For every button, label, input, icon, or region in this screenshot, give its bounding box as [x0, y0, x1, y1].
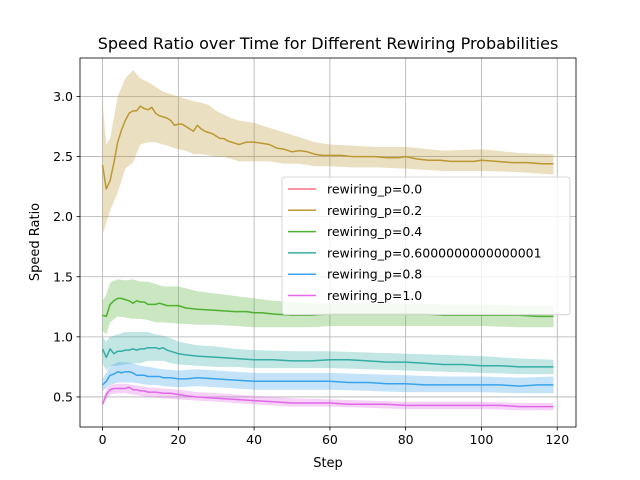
x-tick-label: 120 — [545, 432, 569, 447]
legend-label: rewiring_p=0.8 — [327, 267, 422, 282]
legend-label: rewiring_p=0.0 — [327, 182, 422, 197]
legend-label: rewiring_p=0.4 — [327, 224, 422, 239]
y-tick-label: 2.5 — [53, 149, 73, 164]
y-tick-label: 3.0 — [53, 89, 73, 104]
legend-label: rewiring_p=0.6000000000000001 — [327, 245, 542, 260]
confidence-band — [102, 383, 554, 411]
y-tick-label: 1.5 — [53, 269, 73, 284]
axes-frame — [79, 57, 577, 428]
x-tick-label: 100 — [470, 432, 494, 447]
x-axis-label: Step — [313, 456, 343, 471]
legend-label: rewiring_p=0.2 — [327, 203, 422, 218]
x-tick-label: 40 — [246, 432, 262, 447]
confidence-band — [102, 70, 554, 235]
chart-title: Speed Ratio over Time for Different Rewi… — [98, 34, 559, 53]
y-tick-label: 2.0 — [53, 209, 73, 224]
legend: rewiring_p=0.0 rewiring_p=0.2 rewiring_p=0… — [281, 176, 571, 316]
y-tick-label: 0.5 — [53, 389, 73, 404]
legend-box — [281, 176, 571, 316]
y-axis-ticks: 0.5 1.0 1.5 2.0 2.5 3.0 — [53, 89, 80, 404]
series-line — [101, 386, 554, 408]
series-line — [101, 370, 554, 387]
x-tick-label: 60 — [322, 432, 338, 447]
x-axis-ticks: 0 20 40 60 80 100 120 — [99, 427, 569, 447]
x-tick-label: 80 — [398, 432, 414, 447]
series-line — [101, 346, 554, 368]
x-tick-label: 20 — [170, 432, 186, 447]
y-axis-label: Speed Ratio — [28, 203, 43, 281]
legend-label: rewiring_p=1.0 — [327, 288, 422, 303]
axes-border — [79, 57, 577, 428]
y-tick-label: 1.0 — [53, 329, 73, 344]
series-line — [101, 105, 554, 190]
x-tick-label: 0 — [99, 432, 107, 447]
